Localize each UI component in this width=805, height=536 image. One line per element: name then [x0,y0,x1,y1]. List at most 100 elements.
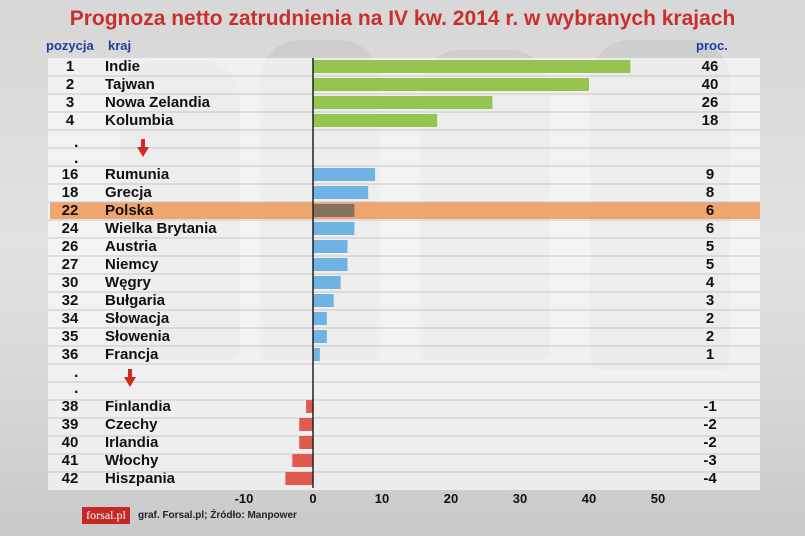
table-row: 35 Słowenia 2 [50,328,760,345]
country-label: Włochy [105,452,159,469]
country-label: Rumunia [105,166,170,183]
ellipsis-dot: . [74,134,79,151]
value-label: 46 [701,58,719,75]
arrow-down-icon-stem [128,369,132,377]
x-tick-label: 10 [375,491,389,506]
table-row: 27 Niemcy 5 [50,256,760,273]
value-label: 5 [705,256,715,273]
table-row: 16 Rumunia 9 [50,166,760,183]
value-label: 3 [705,292,715,309]
rank-label: 1 [65,58,75,75]
value-label: -3 [703,452,717,469]
bar [313,96,493,109]
table-row: 30 Węgry 4 [50,274,760,291]
value-label: -2 [703,434,717,451]
arrow-down-icon [124,377,136,387]
table-row: 41 Włochy -3 [50,452,760,469]
country-label: Austria [105,238,157,255]
bar [313,240,348,253]
country-label: Niemcy [105,256,159,273]
bar [306,400,313,413]
bar [313,258,348,271]
country-label: Bułgaria [105,292,166,309]
table-row: 18 Grecja 8 [50,184,760,201]
value-label: 40 [701,76,719,93]
country-label: Hiszpania [105,470,176,487]
value-label: 2 [705,310,715,327]
table-row: 24 Wielka Brytania 6 [50,220,760,237]
rank-label: 24 [61,220,79,237]
forsal-logo: forsal.pl [82,507,130,524]
bar [313,60,631,73]
country-label: Finlandia [105,398,171,415]
bar [313,348,320,361]
bar [299,418,313,431]
country-label: Słowenia [105,328,171,345]
rank-label: 41 [61,452,79,469]
rank-label: 39 [61,416,79,433]
country-label: Słowacja [105,310,170,327]
country-label: Tajwan [105,76,155,93]
bar [313,186,369,199]
country-label: Indie [105,58,141,75]
table-row: 22 Polska 6 [50,202,760,219]
table-row: 42 Hiszpania -4 [50,470,760,487]
table-row: 32 Bułgaria 3 [50,292,760,309]
table-row: 26 Austria 5 [50,238,760,255]
value-label: 2 [705,328,715,345]
rank-label: 36 [61,346,79,363]
header-position: pozycja [46,38,94,53]
value-label: 6 [705,220,715,237]
bar [313,168,376,181]
ellipsis-dot: . [74,380,79,397]
value-label: 9 [705,166,715,183]
rank-label: 40 [61,434,79,451]
table-row: 2 Tajwan 40 [50,76,760,93]
x-tick-label: 50 [651,491,665,506]
bar [285,472,313,485]
value-label: 1 [705,346,715,363]
country-label: Czechy [105,416,158,433]
rank-label: 2 [65,76,75,93]
bar [313,294,334,307]
bar [313,312,327,325]
bar [313,330,327,343]
rank-label: 38 [61,398,79,415]
table-row: 34 Słowacja 2 [50,310,760,327]
x-tick-label: 0 [309,491,316,506]
rank-label: 32 [61,292,79,309]
rank-label: 35 [61,328,79,345]
table-row: 36 Francja 1 [50,346,760,363]
value-label: 8 [705,184,715,201]
value-label: 6 [705,202,715,219]
ellipsis-dot: . [74,150,79,167]
bar [313,78,589,91]
value-label: 5 [705,238,715,255]
bar [313,114,438,127]
country-label: Węgry [105,274,151,291]
table-row: 4 Kolumbia 18 [50,112,760,129]
country-label: Polska [105,202,154,219]
country-label: Wielka Brytania [105,220,217,237]
rank-label: 18 [61,184,79,201]
bar [313,222,355,235]
value-label: 26 [701,94,719,111]
bar [313,276,341,289]
x-tick-label: 40 [582,491,596,506]
rank-label: 42 [61,470,79,487]
table-row: 40 Irlandia -2 [50,434,760,451]
header-percent: proc. [696,38,728,53]
header-country: kraj [108,38,132,53]
table-row: 3 Nowa Zelandia 26 [50,94,760,111]
ellipsis-dot: . [74,364,79,381]
table-row: 1 Indie 46 [50,58,760,75]
rank-label: 16 [61,166,79,183]
rank-label: 26 [61,238,79,255]
table-row: 39 Czechy -2 [50,416,760,433]
chart-title: Prognoza netto zatrudnienia na IV kw. 20… [69,7,736,30]
bar [313,204,355,217]
country-label: Irlandia [105,434,159,451]
rank-label: 22 [61,202,79,219]
